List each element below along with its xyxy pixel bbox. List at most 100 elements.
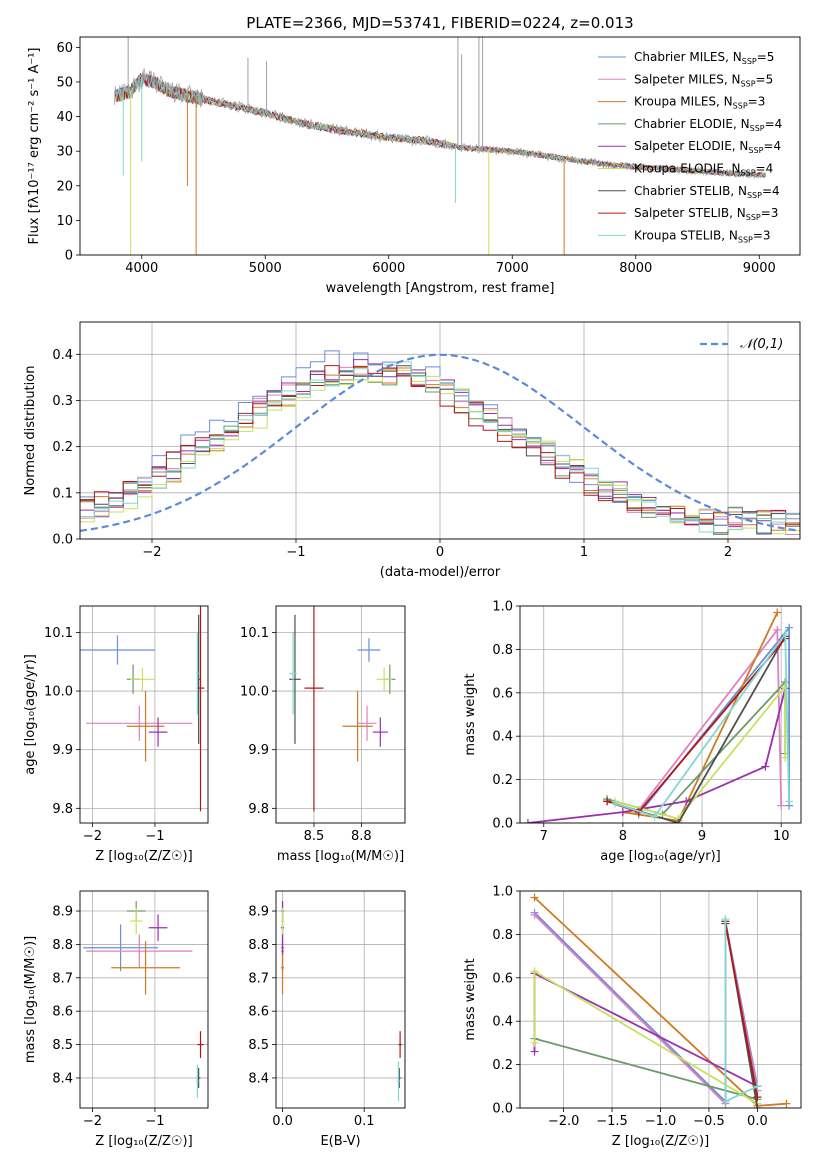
weight-marker xyxy=(530,1038,539,1047)
x-axis-label: Z [log₁₀(Z/Z☉)] xyxy=(95,1134,192,1149)
weight-marker xyxy=(785,797,794,806)
weight-line-salpeter-stelib xyxy=(724,923,759,1098)
y-tick-label: 8.6 xyxy=(52,1005,73,1020)
y-tick-label: 8.6 xyxy=(248,1005,269,1020)
x-axis-label: Z [log₁₀(Z/Z☉)] xyxy=(95,849,192,864)
y-tick-label: 30 xyxy=(56,145,73,160)
y-tick-label: 8.7 xyxy=(248,971,269,986)
weight-line-kroupa-elodie xyxy=(533,969,758,1105)
axes-frame xyxy=(79,890,209,1109)
x-axis-label: (data-model)/error xyxy=(380,565,501,580)
y-tick-label: 0.4 xyxy=(492,730,513,745)
legend-label: Chabrier MILES, NSSP=5 xyxy=(634,50,774,66)
y-tick-label: 0.8 xyxy=(492,928,513,943)
x-tick-label: 7 xyxy=(540,829,548,844)
histogram-kroupa-stelib xyxy=(80,361,800,533)
x-tick-label: 0.1 xyxy=(354,1114,375,1129)
y-axis-label: age [log₁₀(age/yr)] xyxy=(23,654,38,775)
weight-marker xyxy=(610,799,619,808)
x-axis-label: mass [log₁₀(M/M☉)] xyxy=(277,849,404,864)
y-tick-label: 20 xyxy=(56,179,73,194)
plot-area xyxy=(280,901,402,1102)
x-tick-label: 10 xyxy=(773,829,790,844)
x-tick-label: 8000 xyxy=(619,261,652,276)
y-axis-label: mass weight xyxy=(463,673,478,755)
figure-title: PLATE=2366, MJD=53741, FIBERID=0224, z=0… xyxy=(246,14,633,32)
y-tick-label: 10.0 xyxy=(44,685,73,700)
legend-label: Kroupa MILES, NSSP=3 xyxy=(634,95,765,111)
weight-marker xyxy=(777,801,786,810)
y-tick-label: 0.2 xyxy=(492,773,513,788)
legend-label: Chabrier STELIB, NSSP=4 xyxy=(634,184,780,200)
axes-frame xyxy=(79,605,209,824)
weight-marker xyxy=(530,1047,539,1056)
x-tick-label: 9000 xyxy=(743,261,776,276)
weight-marker xyxy=(674,819,683,823)
x-tick-label: −1.0 xyxy=(645,1114,677,1129)
x-tick-label: −1.5 xyxy=(596,1114,628,1129)
weight-line-kroupa-elodie xyxy=(614,683,787,820)
y-tick-label: 8.9 xyxy=(52,905,73,920)
y-tick-label: 0.4 xyxy=(52,348,73,363)
x-tick-label: 5000 xyxy=(249,261,282,276)
y-tick-label: 8.7 xyxy=(52,971,73,986)
weight-line-chabrier-miles xyxy=(622,625,790,816)
panel-weight_vs_age: 7 8 9 10 0.0 0.2 0.4 0.6 0.8 1.0 age [log₁₀(age/yr… xyxy=(463,600,802,864)
y-tick-label: 0.2 xyxy=(52,440,73,455)
x-tick-label: 1 xyxy=(580,545,588,560)
y-tick-label: 8.5 xyxy=(248,1038,269,1053)
weight-marker xyxy=(753,1093,762,1102)
panel-mass_vs_Z: −2 −1 8.4 8.5 8.6 8.7 8.8 8.9 Z [log₁₀(Z/Z☉)] mas… xyxy=(23,890,209,1149)
legend-label: Kroupa STELIB, NSSP=3 xyxy=(634,228,771,244)
y-tick-label: 8.4 xyxy=(248,1071,269,1086)
y-axis-label: mass weight xyxy=(463,958,478,1040)
residual-legend: 𝒩(0,1) xyxy=(700,337,783,352)
legend-label: Salpeter MILES, NSSP=5 xyxy=(634,72,773,88)
weight-marker xyxy=(781,682,790,691)
panel-age_vs_Z: −2 −1 9.8 9.9 10.0 10.1 Z [log₁₀(Z/Z☉)] age [lo… xyxy=(23,605,209,864)
x-tick-label: 0.0 xyxy=(272,1114,293,1129)
y-tick-label: 9.9 xyxy=(52,743,73,758)
x-tick-label: −1 xyxy=(145,829,164,844)
axes-frame xyxy=(519,605,802,824)
weight-marker xyxy=(523,819,532,823)
y-tick-label: 0.3 xyxy=(52,394,73,409)
x-tick-label: 0.0 xyxy=(747,1114,768,1129)
y-tick-label: 0.6 xyxy=(492,686,513,701)
y-tick-label: 9.9 xyxy=(248,743,269,758)
weight-marker xyxy=(530,910,539,919)
y-tick-label: 0.2 xyxy=(492,1058,513,1073)
plot-area xyxy=(289,606,396,812)
x-axis-label: age [log₁₀(age/yr)] xyxy=(600,849,721,864)
y-tick-label: 0.0 xyxy=(492,817,513,832)
axes-frame xyxy=(275,890,406,1109)
x-tick-label: −1 xyxy=(145,1114,164,1129)
x-tick-label: −2 xyxy=(83,1114,102,1129)
weight-line-chabrier-elodie xyxy=(606,679,787,816)
y-axis-label: mass [log₁₀(M/M☉)] xyxy=(23,936,38,1063)
legend-label: 𝒩(0,1) xyxy=(740,337,783,352)
axes-frame xyxy=(275,605,406,824)
x-tick-label: −2.0 xyxy=(548,1114,580,1129)
plot-area xyxy=(83,901,204,1098)
plot-area xyxy=(114,37,766,255)
weight-marker xyxy=(753,1082,762,1091)
y-tick-label: 10.0 xyxy=(240,685,269,700)
y-tick-label: 9.8 xyxy=(52,802,73,817)
weight-marker xyxy=(530,893,539,902)
y-tick-label: 50 xyxy=(56,75,73,90)
spectrum-line-data xyxy=(114,68,766,179)
y-tick-label: 0.1 xyxy=(52,486,73,501)
panel-weight_vs_Z: −2.0 −1.5 −1.0 −0.5 0.0 0.0 0.2 0.4 0.6 0.8 1.0 Z [… xyxy=(463,885,802,1149)
x-tick-label: −0.5 xyxy=(693,1114,725,1129)
weight-marker xyxy=(618,808,627,817)
y-tick-label: 8.8 xyxy=(248,938,269,953)
weight-marker xyxy=(785,623,794,632)
weight-line-kroupa-stelib xyxy=(614,631,790,818)
y-tick-label: 8.8 xyxy=(52,938,73,953)
legend-label: Salpeter ELODIE, NSSP=4 xyxy=(634,139,781,155)
plots: 4000 5000 6000 7000 8000 90000102030405060wav… xyxy=(23,36,802,1149)
spectrum-legend: Chabrier MILES, NSSP=5 Salpeter MILES, NS… xyxy=(598,50,782,244)
y-tick-label: 8.5 xyxy=(52,1038,73,1053)
panel-residuals: −2 −1 0 1 2 0.0 0.1 0.2 0.3 0.4 (data-model)/error… xyxy=(23,321,801,580)
